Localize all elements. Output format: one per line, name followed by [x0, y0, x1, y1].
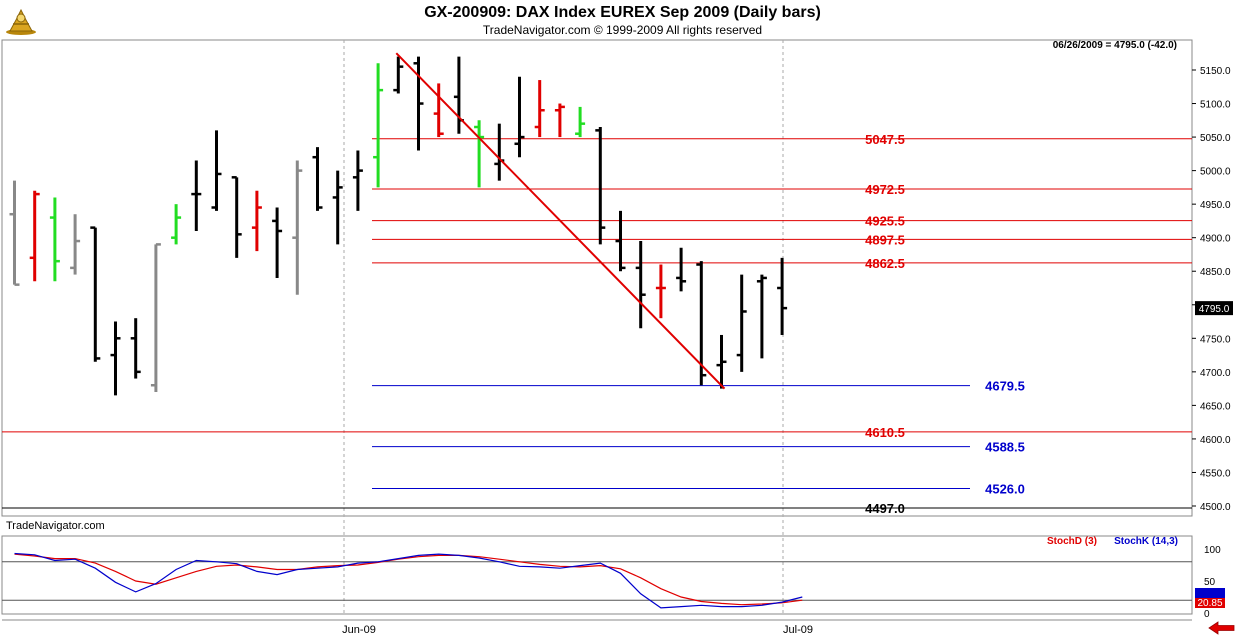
x-tick-label: Jul-09	[783, 624, 813, 636]
oscillator-value-box	[1195, 588, 1225, 598]
price-level-label: 4588.5	[985, 440, 1025, 455]
y-tick-label: 4850.0	[1200, 267, 1231, 278]
price-level-label: 4526.0	[985, 482, 1025, 497]
y-tick-label: 5050.0	[1200, 133, 1231, 144]
watermark-text: TradeNavigator.com	[6, 520, 105, 532]
y-tick-label: 4950.0	[1200, 200, 1231, 211]
last-price-box	[1195, 301, 1233, 316]
y-tick-label: 4750.0	[1200, 334, 1231, 345]
price-readout: 06/26/2009 = 4795.0 (-42.0)	[1053, 40, 1177, 51]
oscillator-last-value: 20.85	[1197, 598, 1222, 609]
price-panel-frame	[1, 39, 1193, 517]
oscillator-series-line	[14, 553, 803, 606]
price-level-label: 4862.5	[865, 256, 905, 271]
y-tick-label: 4550.0	[1200, 468, 1231, 479]
y-tick-label: 5000.0	[1200, 167, 1231, 178]
legend-stochd: StochD (3)	[1047, 536, 1097, 547]
last-price-label: 4795.0	[1199, 304, 1230, 315]
price-level-label: 4897.5	[865, 232, 905, 247]
oscillator-value-box	[1195, 598, 1225, 608]
trade-navigator-logo-icon	[6, 8, 36, 35]
chart-header: GX-200909: DAX Index EUREX Sep 2009 (Dai…	[0, 0, 1245, 40]
price-level-label: 4497.0	[865, 501, 905, 516]
y-tick-label: 5150.0	[1200, 66, 1231, 77]
y-tick-label: 4900.0	[1200, 234, 1231, 245]
chart-subtitle: TradeNavigator.com © 1999-2009 All right…	[482, 23, 763, 37]
y-tick-label: 4700.0	[1200, 368, 1231, 379]
legend-stochk: StochK (14,3)	[1114, 536, 1178, 547]
back-arrow-button[interactable]	[1206, 620, 1238, 636]
x-tick-label: Jun-09	[342, 624, 376, 636]
y-tick-label: 4500.0	[1200, 502, 1231, 513]
price-level-label: 4972.5	[865, 182, 905, 197]
price-level-label: 4610.5	[865, 425, 905, 440]
trendline	[395, 52, 726, 390]
price-level-label: 5047.5	[865, 132, 905, 147]
price-level-label: 4925.5	[865, 214, 905, 229]
oscillator-panel-frame	[1, 535, 1193, 615]
y-tick-label: 5100.0	[1200, 100, 1231, 111]
price-level-label: 4679.5	[985, 379, 1025, 394]
oscillator-tick-label: 50	[1204, 577, 1216, 588]
y-tick-label: 4650.0	[1200, 401, 1231, 412]
oscillator-series-line	[14, 552, 803, 609]
y-tick-label: 4600.0	[1200, 435, 1231, 446]
oscillator-tick-label: 100	[1204, 545, 1221, 556]
chart-title: GX-200909: DAX Index EUREX Sep 2009 (Dai…	[424, 4, 821, 21]
oscillator-tick-label: 0	[1204, 609, 1210, 620]
